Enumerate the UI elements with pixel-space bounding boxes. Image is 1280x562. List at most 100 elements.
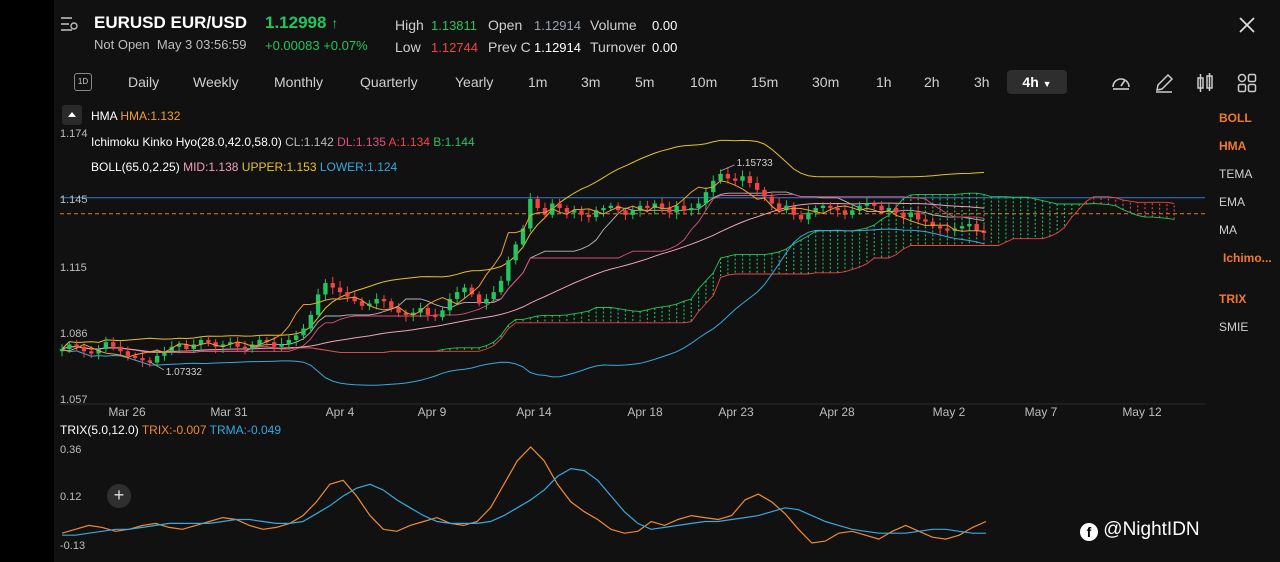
tab-1m[interactable]: 1m (528, 74, 548, 90)
indicator-trix[interactable]: TRIX (1219, 292, 1247, 306)
indicator-smie[interactable]: SMIE (1219, 320, 1249, 334)
indicator-boll[interactable]: BOLL (1219, 111, 1252, 125)
candle-body (396, 308, 401, 313)
indicator-ma[interactable]: MA (1219, 223, 1237, 237)
tab-daily[interactable]: Daily (128, 74, 160, 90)
candle-body (725, 173, 731, 179)
candle-body (440, 310, 445, 318)
candle-body (623, 210, 628, 215)
stat-prevc-label: Prev C (488, 39, 531, 55)
add-indicator-button[interactable]: + (107, 484, 131, 508)
trading-app: EURUSD EUR/USD 1.12998 ↑ Not Open May 3 … (54, 0, 1280, 562)
pencil-icon[interactable] (1153, 72, 1175, 94)
stat-high-value: 1.13811 (431, 18, 478, 33)
tab-weekly[interactable]: Weekly (193, 74, 239, 90)
y-tick-label: 1.145 (60, 194, 88, 206)
candle-body (89, 351, 94, 354)
candle-body (681, 205, 687, 211)
day-calendar-icon[interactable]: 1D (74, 73, 92, 91)
candle-body (930, 221, 935, 227)
candle-body (118, 346, 123, 352)
candle-body (418, 308, 423, 313)
tab-3h[interactable]: 3h (974, 74, 990, 90)
tab-1h[interactable]: 1h (876, 74, 892, 90)
legend-trix: TRIX(5.0,12.0) TRIX:-0.007 TRMA:-0.049 (60, 423, 282, 437)
tab-3m[interactable]: 3m (581, 74, 601, 90)
candle-body (272, 342, 277, 347)
candle-body (206, 339, 211, 343)
tab-30m[interactable]: 30m (812, 74, 840, 90)
candle-body (162, 351, 167, 356)
candle-body (776, 203, 782, 211)
tab-10m[interactable]: 10m (690, 74, 718, 90)
collapse-legend-button[interactable] (62, 105, 82, 125)
candle-body (608, 205, 613, 209)
candle-body (433, 314, 438, 318)
last-price: 1.12998 ↑ (265, 13, 339, 32)
candle-body (754, 183, 760, 190)
close-icon[interactable] (1238, 16, 1256, 34)
x-tick-label: Apr 14 (516, 405, 552, 419)
candle-body (242, 346, 248, 349)
indicator-tema[interactable]: TEMA (1219, 167, 1253, 181)
candle-body (301, 328, 306, 336)
candle-body (257, 339, 262, 345)
candle-body (967, 223, 972, 227)
tab-15m[interactable]: 15m (751, 74, 779, 90)
candle-body (820, 205, 826, 209)
candle-body (901, 212, 906, 218)
tab-monthly[interactable]: Monthly (274, 74, 324, 90)
price-change: +0.00083 +0.07% (265, 38, 368, 53)
grid-icon[interactable] (1236, 72, 1258, 94)
indicator-hma[interactable]: HMA (1219, 139, 1247, 153)
candle-body (308, 314, 313, 329)
trix-y-tick-label: 0.36 (60, 444, 81, 456)
tab-quarterly[interactable]: Quarterly (360, 74, 418, 90)
tab-5m[interactable]: 5m (635, 74, 655, 90)
x-tick-label: Apr 28 (819, 405, 855, 419)
candle-body (469, 287, 474, 295)
x-tick-label: May 2 (933, 405, 966, 419)
menu-icon[interactable] (60, 16, 78, 32)
candle-body (447, 298, 453, 311)
trix-line (61, 446, 987, 544)
low-annotation-label: 1.07332 (166, 367, 203, 378)
candle-body (798, 214, 804, 220)
candle-body (169, 346, 174, 352)
candle-body (293, 335, 299, 340)
candle-body (132, 355, 138, 359)
candle-body (484, 298, 489, 304)
candle-body (103, 342, 109, 349)
candle-body (689, 208, 694, 211)
y-tick-label: 1.086 (60, 328, 88, 340)
candle-body (520, 228, 526, 245)
speedometer-icon[interactable] (1110, 72, 1132, 94)
candle-body (733, 178, 738, 181)
tab-2h[interactable]: 2h (924, 74, 940, 90)
indicator-ema[interactable]: EMA (1219, 195, 1246, 209)
candle-body (718, 173, 723, 181)
candle-body (945, 228, 950, 231)
candle-body (367, 303, 372, 306)
candle-body (974, 223, 979, 231)
candle-body (784, 205, 789, 211)
indicator-ichimoku[interactable]: Ichimo... (1223, 251, 1272, 265)
stat-turnover-label: Turnover (590, 39, 646, 55)
tab-4h-active[interactable]: 4h ▼ (1007, 70, 1067, 94)
candle-body (769, 196, 774, 204)
candle-body (228, 342, 233, 345)
candle-body (462, 287, 467, 293)
y-tick-label: 1.174 (60, 128, 88, 140)
candle-body (615, 205, 621, 211)
candlestick-icon[interactable] (1194, 72, 1216, 94)
candle-body (454, 292, 460, 299)
hma-line (61, 180, 985, 358)
chart-area[interactable]: 1.15733 1.07332 1.174 1.145 1.115 1.086 1.057… (54, 0, 1206, 562)
candle-body (915, 212, 921, 220)
tab-yearly[interactable]: Yearly (455, 74, 494, 90)
stat-open-label: Open (488, 17, 523, 33)
high-annotation-label: 1.15733 (737, 158, 774, 169)
candle-body (389, 301, 394, 309)
x-tick-label: Mar 26 (108, 405, 146, 419)
symbol-title[interactable]: EURUSD EUR/USD (94, 13, 248, 32)
